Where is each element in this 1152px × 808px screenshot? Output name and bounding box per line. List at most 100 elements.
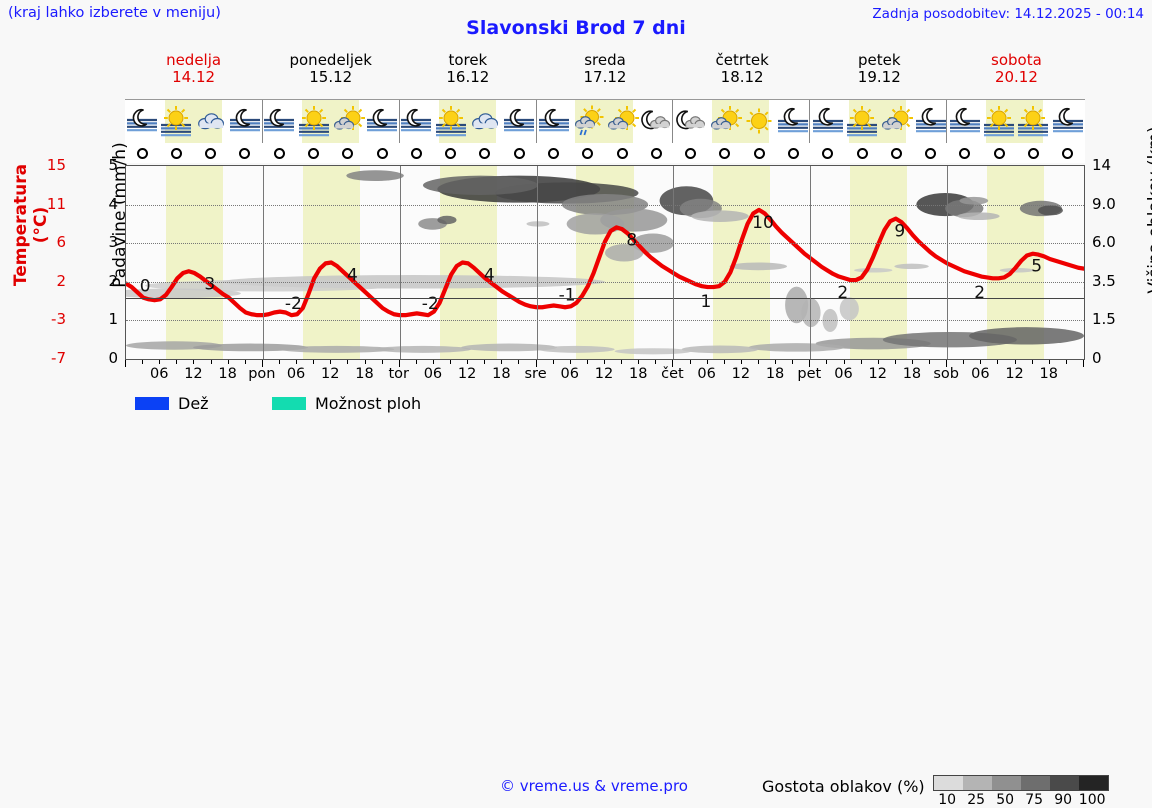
cloud-density-swatch-5	[1078, 776, 1108, 790]
day-header-2: torek 16.12	[399, 51, 536, 94]
cloudheight-axis-title: Višina oblakov (km)	[1145, 126, 1152, 294]
cloud-density-blob	[729, 262, 788, 271]
day-name: četrtek	[715, 51, 769, 69]
x-tick	[569, 360, 571, 364]
icon-day-separator	[946, 100, 948, 143]
day-name: petek	[858, 51, 901, 69]
day-separator	[947, 166, 949, 359]
x-tick	[467, 360, 469, 364]
hour-marker-cell	[982, 147, 1016, 159]
temperature-point-label: 9	[894, 222, 905, 242]
x-tick	[227, 360, 229, 364]
hour-marker-cell	[365, 147, 399, 159]
moon-cloud-icon	[674, 100, 708, 143]
cloud-density-blob	[959, 196, 989, 205]
daytime-band	[713, 166, 771, 359]
weather-icon-row	[125, 100, 1085, 143]
day-header-4: četrtek 18.12	[674, 51, 811, 94]
day-header-0: nedelja 14.12	[125, 51, 262, 94]
x-tick	[946, 360, 948, 367]
x-tick	[757, 360, 759, 364]
icon-day-separator	[672, 100, 674, 143]
x-tick	[1048, 360, 1050, 364]
cloud-density-blob	[437, 215, 457, 225]
x-label-24: 06	[971, 366, 990, 382]
hour-marker-circle	[959, 147, 971, 159]
day-header-3: sreda 17.12	[536, 51, 673, 94]
hour-marker-cell	[708, 147, 742, 159]
cloud-icon	[194, 100, 228, 143]
hour-marker-circle	[239, 147, 251, 159]
prec-tick-5: 0	[108, 349, 118, 367]
day-header-5: petek 19.12	[811, 51, 948, 94]
legend-showers: Možnost ploh	[272, 394, 421, 413]
x-label-14: 18	[628, 366, 648, 382]
day-date: 14.12	[172, 68, 216, 87]
x-tick	[860, 360, 862, 364]
chart-legend: Dež Možnost ploh © vreme.us & vreme.pro …	[0, 386, 1152, 808]
moon-icon	[502, 100, 536, 143]
copyright-link[interactable]: © vreme.us & vreme.pro	[500, 777, 688, 795]
cloud-tick-5: 0	[1092, 349, 1102, 367]
x-tick	[347, 360, 349, 364]
cloud-density-blob	[957, 212, 1000, 221]
cloud-density-blob	[894, 263, 929, 270]
x-tick	[450, 360, 452, 364]
x-tick	[775, 360, 777, 364]
hour-marker-cell	[125, 147, 159, 159]
hour-marker-cell	[811, 147, 845, 159]
daytime-band	[165, 166, 223, 359]
hour-marker-circle	[582, 147, 594, 159]
hour-marker-cell	[468, 147, 502, 159]
gridline-h	[126, 320, 1084, 322]
x-label-13: 12	[594, 366, 614, 382]
icon-day-separator	[809, 100, 811, 143]
daytime-band	[850, 166, 908, 359]
hour-marker-cell	[296, 147, 330, 159]
cloud-density-tick-0: 10	[938, 792, 957, 808]
day-separator	[536, 166, 538, 359]
hour-marker-circle	[993, 147, 1005, 159]
x-tick	[929, 360, 931, 364]
day-separator	[673, 166, 675, 359]
icon-day-separator	[261, 100, 263, 143]
hour-marker-cell	[605, 147, 639, 159]
x-tick	[432, 360, 434, 364]
hour-marker-cell	[228, 147, 262, 159]
cloud-density-swatch-0	[933, 776, 963, 790]
x-label-1: 12	[184, 366, 203, 382]
weather-icon-band	[125, 99, 1085, 143]
x-tick	[261, 360, 263, 367]
hour-marker-circle	[719, 147, 731, 159]
x-tick	[723, 360, 725, 364]
hour-marker-cell	[845, 147, 879, 159]
rain-color-swatch	[135, 397, 169, 410]
temperature-point-label: 3	[1083, 274, 1084, 294]
day-name: sobota	[991, 51, 1042, 69]
x-tick	[843, 360, 845, 364]
x-tick	[330, 360, 332, 364]
temperature-point-label: 8	[626, 230, 637, 250]
cloud-density-blob	[537, 345, 615, 353]
day-header-1: ponedeljek 15.12	[262, 51, 399, 94]
day-name: torek	[448, 51, 488, 69]
x-tick	[159, 360, 161, 364]
x-label-2: 18	[218, 366, 237, 382]
x-tick	[484, 360, 486, 364]
cloud-density-tick-1: 25	[967, 792, 986, 808]
prec-tick-0: 5	[108, 156, 118, 174]
day-separator	[262, 166, 264, 359]
cloud-density-tick-5: 100	[1078, 792, 1106, 808]
daytime-band	[987, 166, 1045, 359]
hour-marker-circle	[136, 147, 148, 159]
sun-rain-icon	[845, 100, 879, 143]
x-tick	[689, 360, 691, 364]
x-label-8: 06	[423, 366, 443, 382]
sun-cloud-icon	[605, 100, 640, 143]
x-tick	[142, 360, 144, 364]
moon-icon	[262, 100, 296, 143]
x-label-11: sre	[524, 366, 547, 382]
location-hint: (kraj lahko izberete v meniju)	[8, 5, 221, 21]
hour-marker-cell	[1016, 147, 1050, 159]
x-label-22: 18	[902, 366, 922, 382]
